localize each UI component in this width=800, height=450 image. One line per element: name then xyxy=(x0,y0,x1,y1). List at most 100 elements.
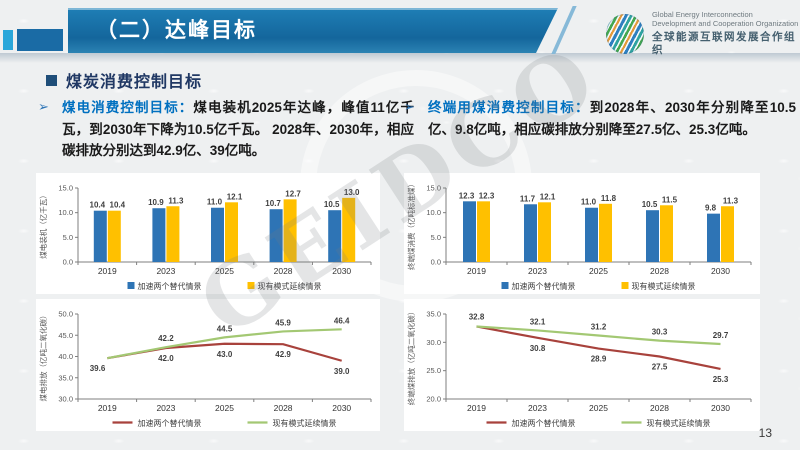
y-axis-title: 终端煤排放（亿吨二氧化碳） xyxy=(406,308,416,406)
point-value-label: 30.8 xyxy=(530,344,546,353)
bar-value-label: 10.7 xyxy=(265,199,281,208)
legend-label: 加速两个替代情景 xyxy=(138,418,202,428)
bullet-right-body: 到2028年、2030年分别降至10.5亿、9.8亿吨，相应碳排放分别降至27.… xyxy=(428,100,797,137)
x-category-label: 2023 xyxy=(528,403,547,413)
bar xyxy=(328,210,342,262)
x-category-label: 2028 xyxy=(650,403,669,413)
point-value-label: 29.7 xyxy=(713,331,729,340)
point-value-label: 28.9 xyxy=(591,355,607,364)
x-category-label: 2019 xyxy=(467,266,486,276)
x-category-label: 2019 xyxy=(98,403,117,413)
legend-label: 加速两个替代情景 xyxy=(512,281,576,291)
bullet-left: ➢ 煤电消费控制目标：煤电装机2025年达峰，峰值11亿千瓦，到2030年下降为… xyxy=(38,97,414,162)
point-value-label: 42.2 xyxy=(158,334,174,343)
section-heading: 煤炭消费控制目标 xyxy=(46,68,202,92)
bar xyxy=(538,202,551,262)
x-category-label: 2023 xyxy=(156,403,175,413)
line-series xyxy=(107,328,342,360)
line-series xyxy=(476,325,721,346)
legend-swatch-icon xyxy=(247,282,255,289)
org-name-en-line1: Global Energy Interconnection xyxy=(651,10,753,19)
point-value-label: 30.3 xyxy=(652,328,668,337)
bar xyxy=(93,210,107,262)
x-category-label: 2023 xyxy=(528,266,547,276)
bar-value-label: 11.7 xyxy=(520,194,536,203)
y-axis-title: 煤电排放（亿吨二氧化碳） xyxy=(38,312,48,402)
bar-value-label: 12.7 xyxy=(285,189,301,198)
legend-label: 现有模式延续情景 xyxy=(258,281,322,291)
bullet-right-lead: 终端用煤消费控制目标： xyxy=(428,100,590,115)
bar xyxy=(646,210,659,262)
section-title: 煤炭消费控制目标 xyxy=(66,74,203,91)
bar xyxy=(524,204,537,262)
header-shadow xyxy=(0,53,800,63)
bullet-left-body: 煤电装机2025年达峰，峰值11亿千瓦，到2030年下降为10.5亿千瓦。 20… xyxy=(62,100,415,159)
bar xyxy=(225,202,238,262)
bar-value-label: 11.3 xyxy=(723,196,739,205)
header-accent-blue-square xyxy=(17,29,63,51)
bar xyxy=(463,201,476,262)
bar xyxy=(707,213,720,262)
bar-value-label: 12.3 xyxy=(459,191,475,200)
y-tick-label: 35.0 xyxy=(426,310,441,319)
y-tick-label: 10.0 xyxy=(426,208,441,217)
y-tick-label: 50.0 xyxy=(58,310,73,319)
end-use-coal-consumption-chart: 0.0 5.0 10.0 15.0 2019 2023 2025 2028 2030 12.3 11… xyxy=(406,180,752,291)
y-tick-label: 40.0 xyxy=(58,352,73,361)
y-tick-label: 30.0 xyxy=(58,395,73,404)
bar xyxy=(660,205,673,262)
bar-value-label: 12.1 xyxy=(227,192,243,201)
y-tick-label: 10.0 xyxy=(58,208,73,217)
y-tick-label: 35.0 xyxy=(58,373,73,382)
x-category-label: 2019 xyxy=(467,403,486,413)
bullet-left-lead: 煤电消费控制目标： xyxy=(62,100,194,115)
bar-value-label: 11.8 xyxy=(601,194,617,203)
legend-label: 现有模式延续情景 xyxy=(632,281,696,291)
section-bullet-square-icon xyxy=(46,74,57,86)
bar xyxy=(477,201,490,262)
y-tick-label: 0.0 xyxy=(63,258,73,267)
chart-panel-coal-power-emissions: 30.0 35.0 40.0 45.0 50.0 2019 2023 2025 2028 2030… xyxy=(36,299,380,431)
x-category-label: 2025 xyxy=(215,403,234,413)
legend-swatch-icon xyxy=(621,282,629,289)
point-value-label: 39.6 xyxy=(90,364,106,373)
bar-value-label: 10.4 xyxy=(110,201,126,210)
coal-power-emissions-chart: 30.0 35.0 40.0 45.0 50.0 2019 2023 2025 2028 2030… xyxy=(38,310,372,428)
bar-value-label: 10.5 xyxy=(324,200,340,209)
bar xyxy=(342,197,356,262)
x-category-label: 2030 xyxy=(332,266,351,276)
slide-title: （二）达峰目标 xyxy=(96,19,257,42)
org-name-cn: 全球能源互联网发展合作组织 xyxy=(651,30,796,56)
bar xyxy=(721,206,734,262)
bar-value-label: 11.5 xyxy=(662,195,678,204)
point-value-label: 45.9 xyxy=(275,318,291,327)
bullet-arrow-icon: ➢ xyxy=(38,99,49,114)
y-axis-title: 煤电装机（亿千瓦） xyxy=(38,191,48,259)
globe-logo-icon xyxy=(606,13,644,54)
bar-value-label: 12.3 xyxy=(479,191,495,200)
bar xyxy=(585,207,598,262)
bar xyxy=(211,207,224,262)
bullet-arrow-icon: ➢ xyxy=(404,99,415,114)
x-category-label: 2019 xyxy=(98,266,117,276)
bar-value-label: 10.5 xyxy=(642,200,658,209)
bar-value-label: 11.3 xyxy=(168,196,184,205)
x-category-label: 2023 xyxy=(156,266,175,276)
legend-swatch-icon xyxy=(127,282,135,289)
point-value-label: 43.0 xyxy=(217,350,233,359)
y-tick-label: 5.0 xyxy=(431,233,441,242)
header-accent-cyan-square xyxy=(3,30,13,50)
y-axis-title: 终端煤消费（亿吨标准煤） xyxy=(406,180,416,270)
y-tick-label: 15.0 xyxy=(426,184,441,193)
point-value-label: 42.9 xyxy=(275,350,291,359)
y-tick-label: 15.0 xyxy=(58,184,73,193)
x-category-label: 2025 xyxy=(589,266,608,276)
bar-value-label: 9.8 xyxy=(705,204,717,213)
x-category-label: 2028 xyxy=(650,266,669,276)
org-logo: Global Energy Interconnection Developmen… xyxy=(606,10,800,57)
coal-power-capacity-chart: 0.0 5.0 10.0 15.0 2019 2023 2025 2028 2030 10.4 10… xyxy=(38,184,372,291)
point-value-label: 32.8 xyxy=(469,312,485,321)
chart-panel-end-use-coal-consumption: 0.0 5.0 10.0 15.0 2019 2023 2025 2028 2030 12.3 11… xyxy=(404,173,760,294)
y-tick-label: 25.0 xyxy=(426,366,441,375)
